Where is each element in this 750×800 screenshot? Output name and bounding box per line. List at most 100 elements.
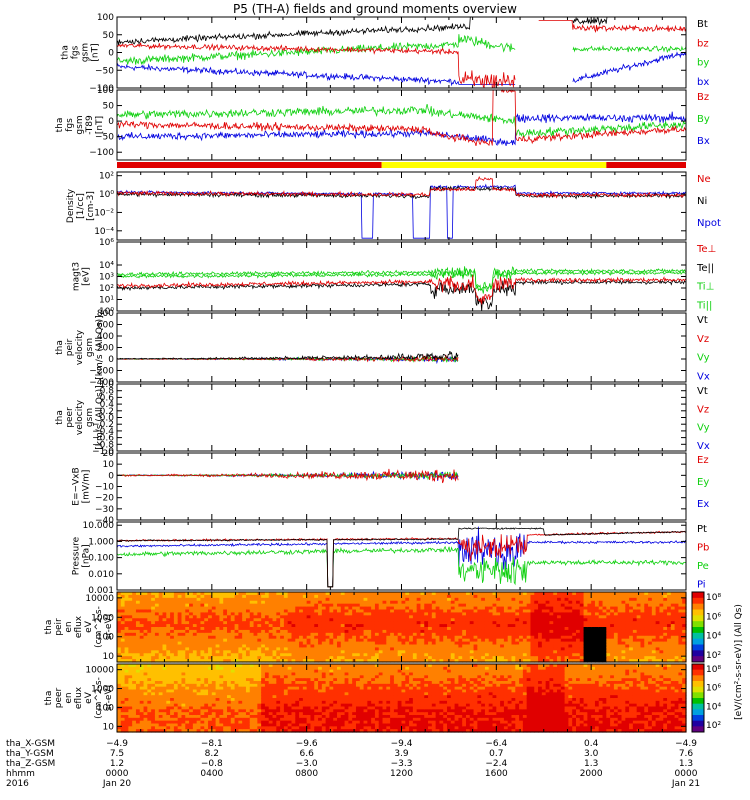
heatmap-cell — [382, 615, 387, 619]
heatmap-cell — [606, 656, 611, 660]
y-tick-label: 0.2 — [100, 407, 114, 417]
heatmap-cell — [124, 638, 129, 643]
heatmap-cell — [481, 624, 486, 628]
heatmap-cell — [579, 592, 585, 596]
heatmap-cell — [447, 627, 452, 631]
heatmap-cell — [302, 618, 308, 622]
heatmap-cell — [143, 644, 148, 649]
heatmap-cell — [333, 638, 338, 643]
heatmap-cell — [667, 647, 672, 651]
heatmap-cell — [314, 635, 319, 640]
heatmap-cell — [321, 618, 327, 622]
heatmap-cell — [223, 629, 228, 634]
heatmap-cell — [500, 647, 505, 651]
heatmap-cell — [469, 659, 475, 663]
heatmap-cell — [162, 689, 167, 693]
heatmap-cell — [667, 618, 672, 622]
heatmap-cell — [587, 603, 592, 608]
heatmap-cell — [617, 592, 623, 596]
heatmap-cell — [488, 638, 494, 643]
heatmap-cell — [541, 621, 547, 625]
heatmap-cell — [374, 641, 380, 646]
heatmap-cell — [568, 647, 573, 651]
heatmap-cell — [534, 606, 539, 611]
heatmap-cell — [613, 638, 619, 643]
heatmap-cell — [306, 647, 312, 651]
heatmap-cell — [367, 650, 372, 654]
heatmap-cell — [120, 615, 126, 619]
series-line-Te⊥ — [116, 274, 687, 305]
heatmap-cell — [192, 594, 198, 599]
heatmap-cell — [223, 664, 228, 668]
heatmap-cell — [310, 629, 315, 634]
heatmap-cell — [500, 621, 505, 625]
heatmap-cell — [219, 729, 224, 733]
heatmap-cell — [678, 609, 683, 614]
heatmap-cell — [219, 647, 224, 651]
heatmap-cell — [386, 603, 391, 608]
heatmap-cell — [280, 656, 285, 660]
heatmap-cell — [249, 627, 255, 631]
heatmap-cell — [655, 592, 661, 596]
heatmap-cell — [458, 618, 463, 622]
heatmap-cell — [579, 618, 585, 622]
heatmap-cell — [276, 597, 281, 602]
heatmap-cell — [606, 659, 611, 663]
heatmap-cell — [287, 618, 293, 622]
heatmap-cell — [276, 618, 281, 622]
heatmap-cell — [219, 698, 224, 702]
heatmap-cell — [428, 635, 433, 640]
heatmap-cell — [644, 627, 649, 631]
heatmap-cell — [310, 627, 315, 631]
heatmap-cell — [644, 592, 649, 596]
heatmap-cell — [371, 647, 376, 651]
heatmap-cell — [492, 621, 497, 625]
heatmap-cell — [158, 621, 164, 625]
heatmap-cell — [545, 629, 551, 634]
heatmap-cell — [272, 624, 277, 628]
heatmap-cell — [249, 644, 255, 649]
heatmap-cell — [367, 656, 372, 660]
heatmap-cell — [492, 609, 497, 614]
heatmap-cell — [667, 597, 672, 602]
heatmap-cell — [128, 641, 133, 646]
heatmap-cell — [200, 638, 205, 643]
heatmap-cell — [564, 635, 570, 640]
heatmap-cell — [583, 644, 588, 649]
heatmap-cell — [200, 712, 205, 716]
heatmap-cell — [299, 624, 304, 628]
y-tick-label: 100 — [97, 86, 114, 96]
heatmap-cell — [363, 606, 368, 611]
heatmap-cell — [473, 592, 478, 596]
heatmap-cell — [359, 653, 365, 657]
heatmap-cell — [553, 618, 558, 622]
heatmap-cell — [568, 653, 573, 657]
heatmap-cell — [215, 664, 221, 668]
heatmap-cell — [219, 681, 224, 685]
heatmap-cell — [572, 592, 577, 596]
heatmap-cell — [135, 729, 141, 733]
heatmap-cell — [640, 653, 645, 657]
heatmap-cell — [492, 647, 497, 651]
heatmap-cell — [242, 609, 247, 614]
heatmap-cell — [352, 594, 357, 599]
heatmap-cell — [632, 638, 638, 643]
heatmap-cell — [234, 618, 239, 622]
heatmap-cell — [154, 715, 160, 719]
heatmap-cell — [283, 600, 289, 605]
heatmap-cell — [192, 641, 198, 646]
heatmap-cell — [386, 644, 391, 649]
heatmap-cell — [204, 635, 209, 640]
heatmap-cell — [678, 632, 683, 637]
y-tick-label: 400 — [97, 332, 114, 342]
y-tick-label: 10² — [99, 172, 114, 182]
heatmap-cell — [655, 653, 661, 657]
heatmap-cell — [173, 672, 179, 676]
heatmap-cell — [374, 618, 380, 622]
heatmap-cell — [147, 632, 152, 637]
heatmap-cell — [337, 644, 342, 649]
heatmap-cell — [613, 644, 619, 649]
heatmap-cell — [124, 603, 129, 608]
heatmap-cell — [154, 683, 160, 688]
heatmap-cell — [496, 618, 501, 622]
